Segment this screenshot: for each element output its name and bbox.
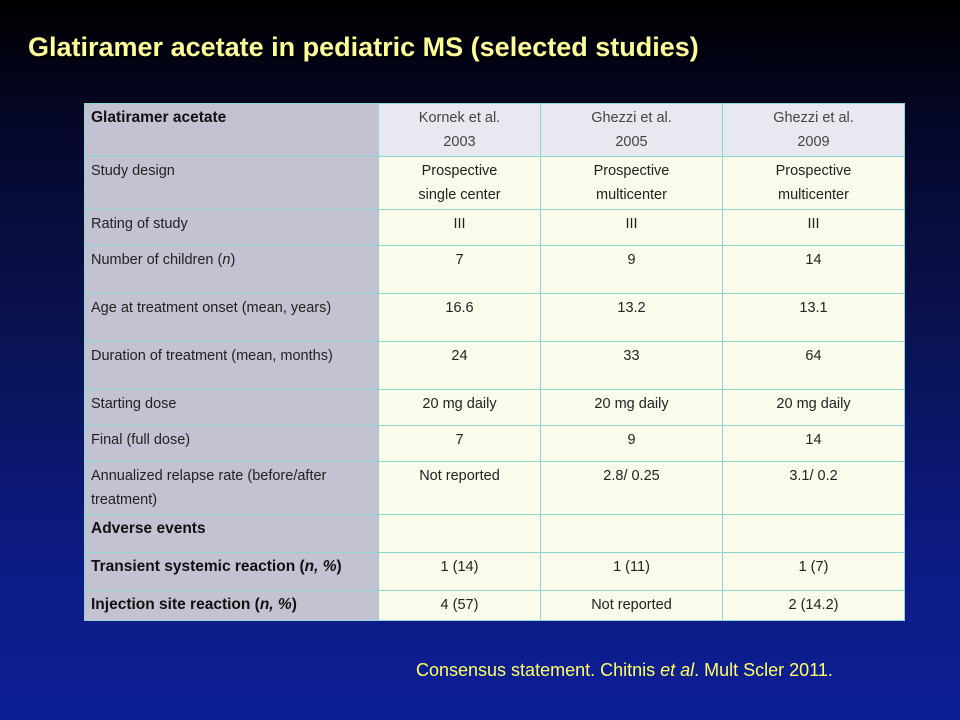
- table-cell: 13.1: [722, 293, 905, 342]
- table-cell: 1 (14): [378, 552, 541, 591]
- study-header-cell: Kornek et al. 2003: [378, 103, 541, 157]
- row-label: Final (full dose): [84, 425, 379, 462]
- table-row: Number of children (n) 7 9 14: [84, 245, 905, 294]
- label-text: ): [291, 596, 297, 613]
- table-cell: 64: [722, 341, 905, 390]
- table-cell: 2 (14.2): [722, 590, 905, 621]
- table-cell: 16.6: [378, 293, 541, 342]
- slide-title: Glatiramer acetate in pediatric MS (sele…: [28, 32, 699, 62]
- label-variable: n, %: [259, 596, 292, 613]
- cell-line: multicenter: [596, 187, 667, 203]
- table-cell: 20 mg daily: [722, 389, 905, 426]
- study-year: 2005: [615, 134, 648, 150]
- citation-italic: et al: [660, 660, 695, 680]
- citation-text: . Mult Scler 2011.: [694, 660, 833, 680]
- table-cell: [722, 514, 905, 553]
- table-row: Final (full dose) 7 9 14: [84, 425, 905, 462]
- table-header-row: Glatiramer acetate Kornek et al. 2003 Gh…: [84, 103, 905, 157]
- table-row: Age at treatment onset (mean, years) 16.…: [84, 293, 905, 342]
- studies-table: Glatiramer acetate Kornek et al. 2003 Gh…: [84, 103, 905, 621]
- table-row: Injection site reaction (n, %) 4 (57) No…: [84, 590, 905, 621]
- table-row: Adverse events: [84, 514, 905, 553]
- label-text: ): [230, 252, 236, 268]
- table-cell: Prospective multicenter: [540, 156, 723, 210]
- study-author: Ghezzi et al.: [773, 110, 854, 126]
- table-cell: 7: [378, 425, 541, 462]
- label-text: Number of children (: [91, 252, 223, 268]
- table-cell: 9: [540, 425, 723, 462]
- table-row: Starting dose 20 mg daily 20 mg daily 20…: [84, 389, 905, 426]
- table-cell: 9: [540, 245, 723, 294]
- table-cell: Not reported: [540, 590, 723, 621]
- row-label: Duration of treatment (mean, months): [84, 341, 379, 390]
- table-cell: 7: [378, 245, 541, 294]
- table-row: Duration of treatment (mean, months) 24 …: [84, 341, 905, 390]
- table-row: Study design Prospective single center P…: [84, 156, 905, 210]
- study-header-cell: Ghezzi et al. 2009: [722, 103, 905, 157]
- cell-line: Prospective: [421, 163, 498, 179]
- table-cell: 14: [722, 245, 905, 294]
- table-cell: III: [722, 209, 905, 246]
- table-cell: Prospective multicenter: [722, 156, 905, 210]
- table-cell: 20 mg daily: [540, 389, 723, 426]
- row-label: Study design: [84, 156, 379, 210]
- table-cell: 1 (7): [722, 552, 905, 591]
- table-cell: [540, 514, 723, 553]
- cell-line: multicenter: [778, 187, 849, 203]
- row-label: Adverse events: [84, 514, 379, 553]
- citation-text: Consensus statement. Chitnis: [416, 660, 661, 680]
- table-cell: III: [540, 209, 723, 246]
- table-row: Transient systemic reaction (n, %) 1 (14…: [84, 552, 905, 591]
- row-label: Number of children (n): [84, 245, 379, 294]
- table-cell: Prospective single center: [378, 156, 541, 210]
- label-text: Injection site reaction (: [91, 596, 260, 613]
- cell-line: Prospective: [593, 163, 670, 179]
- table-cell: Not reported: [378, 461, 541, 515]
- table-row: Annualized relapse rate (before/after tr…: [84, 461, 905, 515]
- row-label: Transient systemic reaction (n, %): [84, 552, 379, 591]
- label-variable: n, %: [304, 558, 337, 575]
- label-text: Transient systemic reaction (: [91, 558, 305, 575]
- study-author: Kornek et al.: [418, 110, 501, 126]
- table-cell: [378, 514, 541, 553]
- table-cell: 24: [378, 341, 541, 390]
- study-year: 2009: [797, 134, 830, 150]
- study-author: Ghezzi et al.: [591, 110, 672, 126]
- table-cell: 20 mg daily: [378, 389, 541, 426]
- row-label: Age at treatment onset (mean, years): [84, 293, 379, 342]
- label-text: ): [336, 558, 342, 575]
- row-label: Rating of study: [84, 209, 379, 246]
- cell-line: single center: [418, 187, 501, 203]
- table-cell: 33: [540, 341, 723, 390]
- row-label: Annualized relapse rate (before/after tr…: [84, 461, 379, 515]
- study-header-cell: Ghezzi et al. 2005: [540, 103, 723, 157]
- cell-line: Prospective: [775, 163, 852, 179]
- row-label: Starting dose: [84, 389, 379, 426]
- table-cell: 1 (11): [540, 552, 723, 591]
- table-cell: 3.1/ 0.2: [722, 461, 905, 515]
- table-cell: 4 (57): [378, 590, 541, 621]
- row-label: Injection site reaction (n, %): [84, 590, 379, 621]
- table-cell: III: [378, 209, 541, 246]
- table-cell: 14: [722, 425, 905, 462]
- table-cell: 13.2: [540, 293, 723, 342]
- table-cell: 2.8/ 0.25: [540, 461, 723, 515]
- header-label-cell: Glatiramer acetate: [84, 103, 379, 157]
- label-variable: n: [222, 252, 231, 268]
- table-row: Rating of study III III III: [84, 209, 905, 246]
- citation: Consensus statement. Chitnis et al. Mult…: [416, 660, 833, 681]
- study-year: 2003: [443, 134, 476, 150]
